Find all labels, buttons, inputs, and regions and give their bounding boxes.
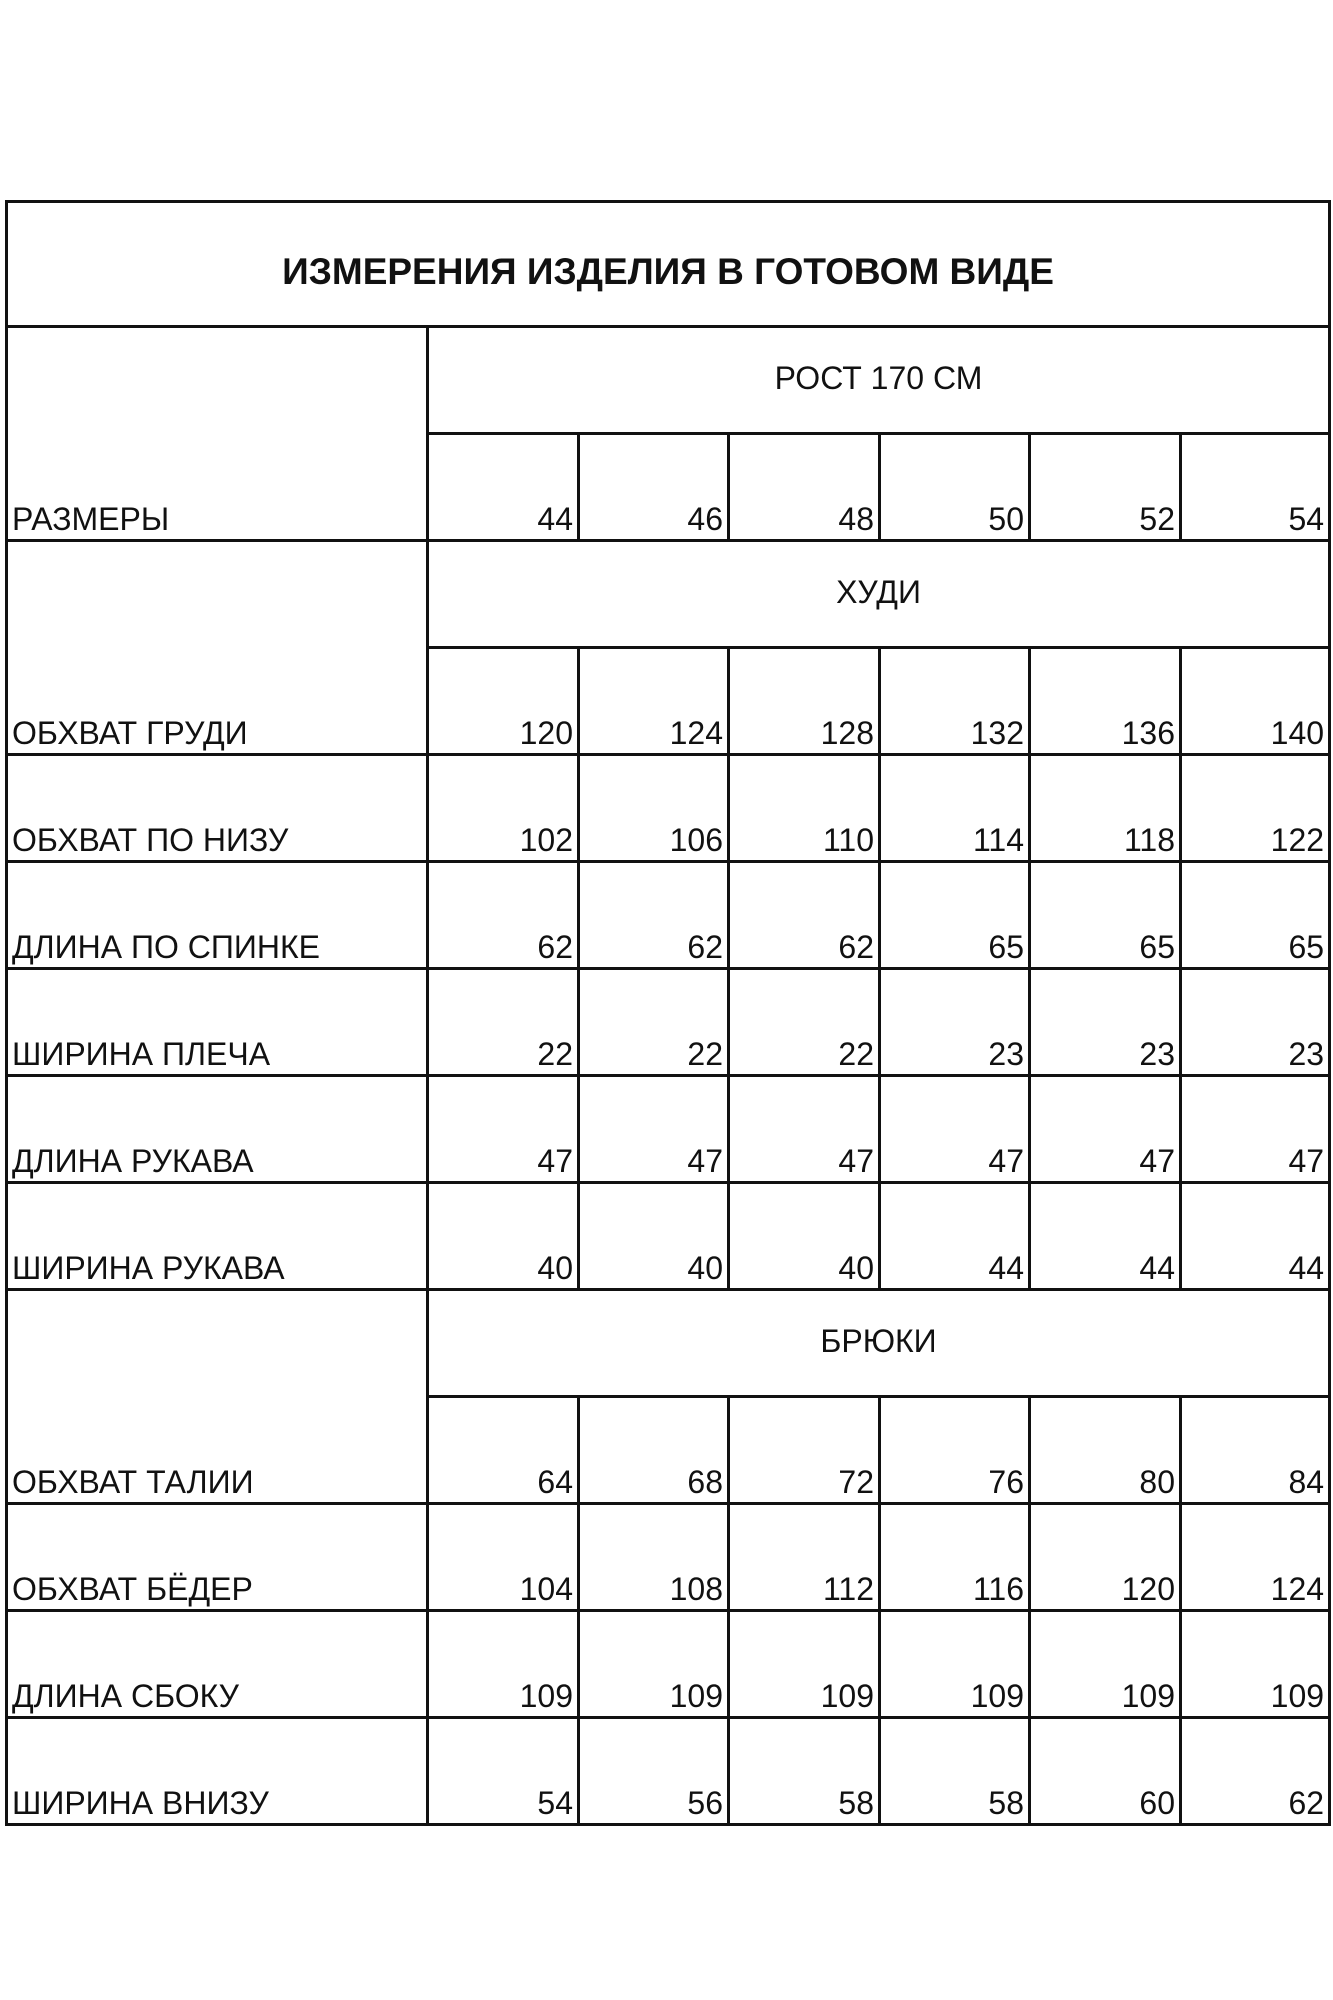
value-cell: 116 (878, 1502, 1031, 1612)
value-cell: 109 (577, 1609, 730, 1719)
value-cell: 47 (426, 1074, 580, 1184)
value-cell: 62 (727, 860, 881, 970)
value-cell: 62 (1178, 1716, 1332, 1826)
value-cell: 109 (1178, 1609, 1332, 1719)
measurement-label: ДЛИНА СБОКУ (5, 1609, 429, 1719)
measurement-label: ШИРИНА РУКАВА (5, 1181, 429, 1291)
value-cell: 47 (878, 1074, 1031, 1184)
value-cell: 120 (426, 646, 580, 756)
measurement-label: ДЛИНА ПО СПИНКЕ (5, 860, 429, 970)
value-cell: 47 (577, 1074, 730, 1184)
value-cell: 40 (577, 1181, 730, 1291)
value-cell: 40 (426, 1181, 580, 1291)
value-cell: 109 (727, 1609, 881, 1719)
value-cell: 136 (1028, 646, 1182, 756)
table-row: ШИРИНА ПЛЕЧА 22 22 22 23 23 23 (5, 967, 1332, 1077)
value-cell: 120 (1028, 1502, 1182, 1612)
measurement-label: ОБХВАТ ПО НИЗУ (5, 753, 429, 863)
value-cell: 40 (727, 1181, 881, 1291)
value-cell: 44 (878, 1181, 1031, 1291)
value-cell: 64 (426, 1395, 580, 1505)
value-cell: 68 (577, 1395, 730, 1505)
section-header-row: ОБХВАТ ТАЛИИ БРЮКИ (5, 1288, 1332, 1505)
value-cell: 110 (727, 753, 881, 863)
value-cell: 65 (1028, 860, 1182, 970)
measurement-label: ОБХВАТ ГРУДИ (5, 539, 429, 756)
value-cell: 124 (577, 646, 730, 756)
value-cell: 132 (878, 646, 1031, 756)
measurement-label: ОБХВАТ БЁДЕР (5, 1502, 429, 1612)
height-row: РАЗМЕРЫ РОСТ 170 СМ (5, 325, 1332, 542)
value-cell: 84 (1178, 1395, 1332, 1505)
value-cell: 102 (426, 753, 580, 863)
table-row: ДЛИНА СБОКУ 109 109 109 109 109 109 (5, 1609, 1332, 1719)
value-cell: 58 (727, 1716, 881, 1826)
section-title: ХУДИ (425, 539, 1332, 649)
size-chart-table: ИЗМЕРЕНИЯ ИЗДЕЛИЯ В ГОТОВОМ ВИДЕ РАЗМЕРЫ… (4, 200, 1332, 1826)
value-cell: 65 (1178, 860, 1332, 970)
size-cell: 50 (878, 432, 1031, 542)
value-cell: 106 (577, 753, 730, 863)
value-cell: 140 (1178, 646, 1332, 756)
value-cell: 114 (878, 753, 1031, 863)
measurement-label: ДЛИНА РУКАВА (5, 1074, 429, 1184)
table-row: ДЛИНА РУКАВА 47 47 47 47 47 47 (5, 1074, 1332, 1184)
measurement-label: ШИРИНА ПЛЕЧА (5, 967, 429, 1077)
table-title: ИЗМЕРЕНИЯ ИЗДЕЛИЯ В ГОТОВОМ ВИДЕ (4, 200, 1332, 328)
table-row: ШИРИНА РУКАВА 40 40 40 44 44 44 (5, 1181, 1332, 1291)
size-cell: 46 (577, 432, 730, 542)
value-cell: 65 (878, 860, 1031, 970)
value-cell: 62 (577, 860, 730, 970)
value-cell: 47 (727, 1074, 881, 1184)
size-cell: 54 (1178, 432, 1332, 542)
value-cell: 47 (1178, 1074, 1332, 1184)
value-cell: 76 (878, 1395, 1031, 1505)
value-cell: 124 (1178, 1502, 1332, 1612)
value-cell: 23 (1178, 967, 1332, 1077)
size-cell: 48 (727, 432, 881, 542)
value-cell: 128 (727, 646, 881, 756)
value-cell: 109 (1028, 1609, 1182, 1719)
value-cell: 118 (1028, 753, 1182, 863)
table-row: ШИРИНА ВНИЗУ 54 56 58 58 60 62 (5, 1716, 1332, 1826)
value-cell: 22 (727, 967, 881, 1077)
section-title: БРЮКИ (425, 1288, 1332, 1398)
height-label: РОСТ 170 СМ (425, 325, 1332, 435)
table-row: ОБХВАТ ПО НИЗУ 102 106 110 114 118 122 (5, 753, 1332, 863)
value-cell: 23 (1028, 967, 1182, 1077)
value-cell: 72 (727, 1395, 881, 1505)
value-cell: 109 (426, 1609, 580, 1719)
size-cell: 44 (426, 432, 580, 542)
value-cell: 47 (1028, 1074, 1182, 1184)
value-cell: 54 (426, 1716, 580, 1826)
value-cell: 56 (577, 1716, 730, 1826)
table-row: 64 68 72 76 80 84 (7, 1395, 1332, 1505)
value-cell: 22 (577, 967, 730, 1077)
value-cell: 109 (878, 1609, 1031, 1719)
value-cell: 80 (1028, 1395, 1182, 1505)
value-cell: 122 (1178, 753, 1332, 863)
value-cell: 44 (1178, 1181, 1332, 1291)
title-row: ИЗМЕРЕНИЯ ИЗДЕЛИЯ В ГОТОВОМ ВИДЕ (4, 200, 1332, 328)
measurement-label: ОБХВАТ ТАЛИИ (5, 1288, 429, 1505)
value-cell: 23 (878, 967, 1031, 1077)
value-cell: 58 (878, 1716, 1031, 1826)
value-cell: 108 (577, 1502, 730, 1612)
size-cell: 52 (1028, 432, 1182, 542)
value-cell: 44 (1028, 1181, 1182, 1291)
value-cell: 60 (1028, 1716, 1182, 1826)
sizes-label: РАЗМЕРЫ (5, 325, 429, 542)
table-row: ОБХВАТ БЁДЕР 104 108 112 116 120 124 (5, 1502, 1332, 1612)
value-cell: 22 (426, 967, 580, 1077)
sizes-row: 44 46 48 50 52 54 (7, 432, 1332, 542)
value-cell: 112 (727, 1502, 881, 1612)
section-header-row: ОБХВАТ ГРУДИ ХУДИ (5, 539, 1332, 756)
value-cell: 104 (426, 1502, 580, 1612)
value-cell: 62 (426, 860, 580, 970)
table-row: 120 124 128 132 136 140 (7, 646, 1332, 756)
table-row: ДЛИНА ПО СПИНКЕ 62 62 62 65 65 65 (5, 860, 1332, 970)
measurement-label: ШИРИНА ВНИЗУ (5, 1716, 429, 1826)
